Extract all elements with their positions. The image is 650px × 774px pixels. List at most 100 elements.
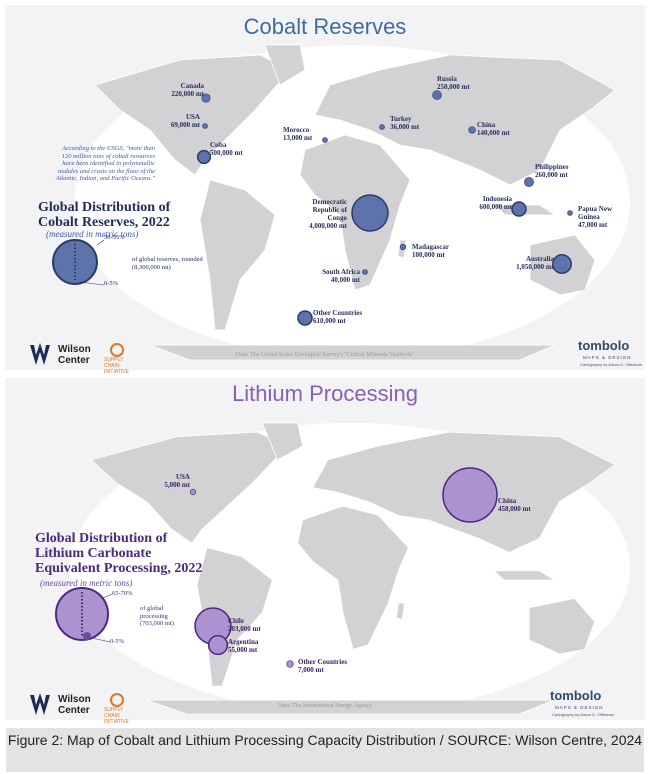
location-name: Papua New Guinea [578, 205, 613, 221]
location-bubble [189, 488, 197, 496]
location-label: Other Countries 610,000 mt [313, 309, 362, 325]
location-value: 5,000 mt [164, 481, 190, 489]
location-label: Democratic Republic of Congo 4,000,000 mt [305, 198, 347, 230]
location-label: USA 69,000 mt [171, 113, 200, 129]
world-map [74, 44, 630, 361]
location-label: Indonesia 600,000 mt [479, 195, 512, 211]
tombolo-logo: tombolo [578, 338, 630, 353]
location-label: Other Countries 7,000 mt [298, 658, 347, 674]
legend-min: 0-5% [104, 280, 119, 287]
location-value: 40,000 mt [330, 276, 360, 284]
location-name: Russia [437, 75, 457, 83]
location-value: 7,000 mt [298, 666, 324, 674]
heading: Global Distribution of Lithium Carbonate… [35, 531, 203, 576]
location-value: 140,000 mt [477, 129, 510, 137]
location-bubble [552, 254, 572, 274]
supply-chain-logo: SUPPLY CHAIN INITIATIVE [104, 357, 129, 375]
wilson-logo-text: Wilson Center [58, 344, 91, 366]
location-label: Morocco 13,000 mt [283, 126, 312, 142]
supply-chain-logo: SUPPLY CHAIN INITIATIVE [104, 707, 129, 725]
location-name: China [498, 497, 517, 505]
location-label: Philippines 260,000 mt [535, 163, 568, 179]
location-value: 47,000 mt [578, 221, 608, 229]
source: Data: The United States Geological Surve… [235, 352, 415, 358]
wilson-logo [30, 343, 124, 715]
location-label: Russia 250,000 mt [437, 75, 470, 91]
location-name: China [477, 121, 496, 129]
legend-min: 0-5% [110, 638, 125, 645]
credit: Cartography by Alison D. Offerman [552, 712, 614, 717]
location-name: Indonesia [482, 195, 512, 203]
location-label: Papua New Guinea 47,000 mt [578, 205, 616, 229]
legend-max: 65-70% [112, 590, 133, 597]
location-name: Cuba [210, 141, 227, 149]
location-label: China 140,000 mt [477, 121, 510, 137]
location-label: Turkey 36,000 mt [390, 115, 419, 131]
location-name: USA [175, 473, 190, 481]
location-bubble [567, 210, 573, 216]
location-value: 250,000 mt [437, 83, 470, 91]
figure-caption: Figure 2: Map of Cobalt and Lithium Proc… [6, 728, 644, 772]
location-bubble [201, 93, 211, 103]
location-label: Australia 1,050,000 mt [516, 255, 554, 271]
location-value: 100,000 mt [412, 251, 445, 259]
location-name: South Africa [322, 268, 360, 276]
location-name: Other Countries [313, 309, 363, 317]
location-bubble [351, 194, 389, 232]
wilson-logo-text: Wilson Center [58, 694, 91, 716]
location-value: 13,000 mt [283, 134, 313, 142]
location-label: China 458,000 mt [498, 497, 531, 513]
location-value: 36,000 mt [390, 123, 420, 131]
legend-max: 50-55% [104, 234, 125, 241]
location-value: 260,000 mt [535, 171, 568, 179]
location-value: 55,000 mt [228, 646, 258, 654]
location-name: USA [185, 113, 200, 121]
legend-caption: of global processing (703,000 mt) [140, 605, 174, 627]
legend-circle [55, 587, 113, 643]
location-value: 1,050,000 mt [516, 263, 554, 271]
location-bubble [399, 243, 407, 251]
location-label: Argentina 55,000 mt [228, 638, 258, 654]
location-bubble [322, 137, 328, 143]
location-bubble [524, 177, 534, 187]
location-name: Canada [180, 82, 204, 90]
source: Data: The International Energy Agency [277, 703, 373, 709]
tombolo-sub: MAPS & DESIGN [583, 355, 632, 360]
location-name: Philippines [535, 163, 569, 171]
credit: Cartography by Alison D. Offerman [580, 362, 642, 367]
location-name: Turkey [390, 115, 412, 123]
location-label: Canada 220,000 mt [171, 82, 204, 98]
location-bubble [207, 634, 229, 656]
location-bubble [196, 149, 212, 165]
tombolo-logo: tombolo [550, 688, 602, 703]
location-value: 220,000 mt [171, 90, 204, 98]
legend-circle [52, 239, 105, 286]
location-name: Australia [526, 255, 554, 263]
subheading: (measured in metric tons) [40, 578, 133, 588]
location-name: Argentina [228, 638, 259, 646]
location-label: Cuba 500,000 mt [210, 141, 243, 157]
location-value: 203,000 mt [228, 625, 261, 633]
location-value: 610,000 mt [313, 317, 346, 325]
location-bubble [442, 467, 498, 523]
location-name: Madagascar [412, 243, 449, 251]
tombolo-sub: MAPS & DESIGN [555, 705, 604, 710]
location-name: Chile [228, 617, 244, 625]
location-value: 600,000 mt [479, 203, 512, 211]
location-value: 500,000 mt [210, 149, 243, 157]
location-bubble [379, 124, 385, 130]
note: According to the USGS, "more than 120 mi… [55, 145, 155, 182]
location-name: Democratic Republic of Congo [312, 198, 347, 222]
location-bubble [511, 201, 527, 217]
location-bubble [432, 90, 442, 100]
legend-caption: of global reserves, rounded (8,300,000 m… [132, 256, 203, 271]
location-label: Madagascar 100,000 mt [412, 243, 449, 259]
location-bubble [202, 123, 208, 129]
location-value: 69,000 mt [170, 121, 200, 129]
location-bubble [286, 660, 294, 668]
location-value: 4,000,000 mt [309, 222, 347, 230]
location-bubble [468, 126, 476, 134]
panel-title: Lithium Processing [232, 381, 418, 406]
